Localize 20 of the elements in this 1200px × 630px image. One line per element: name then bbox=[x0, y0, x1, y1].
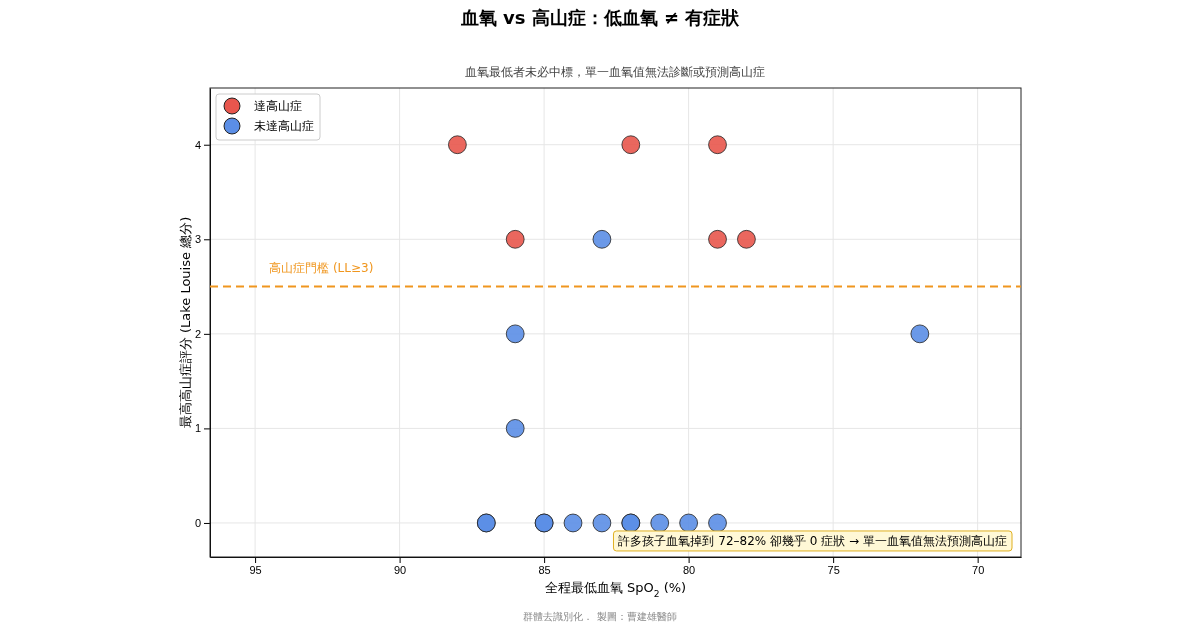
chart-title: 血氧 vs 高山症：低血氧 ≠ 有症狀 bbox=[459, 7, 741, 28]
x-tick-label: 80 bbox=[683, 563, 696, 576]
x-tick-label: 75 bbox=[827, 563, 840, 576]
y-tick-label: 3 bbox=[194, 233, 201, 246]
y-tick-label: 1 bbox=[194, 422, 201, 435]
x-tick-label: 70 bbox=[972, 563, 985, 576]
chart-subtitle: 血氧最低者未必中標，單一血氧值無法診斷或預測高山症 bbox=[465, 65, 765, 79]
legend-label: 未達高山症 bbox=[254, 119, 314, 133]
y-tick-label: 2 bbox=[194, 327, 201, 340]
ref-line-label: 高山症門檻 (LL≥3) bbox=[269, 260, 374, 275]
y-tick-label: 0 bbox=[194, 516, 201, 529]
legend-label: 達高山症 bbox=[254, 99, 302, 113]
x-tick-label: 95 bbox=[249, 563, 262, 576]
x-axis-title: 全程最低血氧 SpO$_{2}$ (%) bbox=[544, 580, 687, 599]
text: 群體去識別化． 製圖：曹建雄醫師 bbox=[523, 611, 677, 622]
y-tick-label: 4 bbox=[194, 138, 201, 151]
y-axis-title: 最高高山症評分 (Lake Louise 總分) bbox=[178, 216, 193, 429]
annotation: 許多孩子血氧掉到 72–82% 卻幾乎 0 症狀 → 單一血氧值無法預測高山症 bbox=[618, 533, 1007, 548]
x-tick-label: 90 bbox=[393, 563, 407, 576]
x-tick-label: 85 bbox=[538, 563, 551, 576]
